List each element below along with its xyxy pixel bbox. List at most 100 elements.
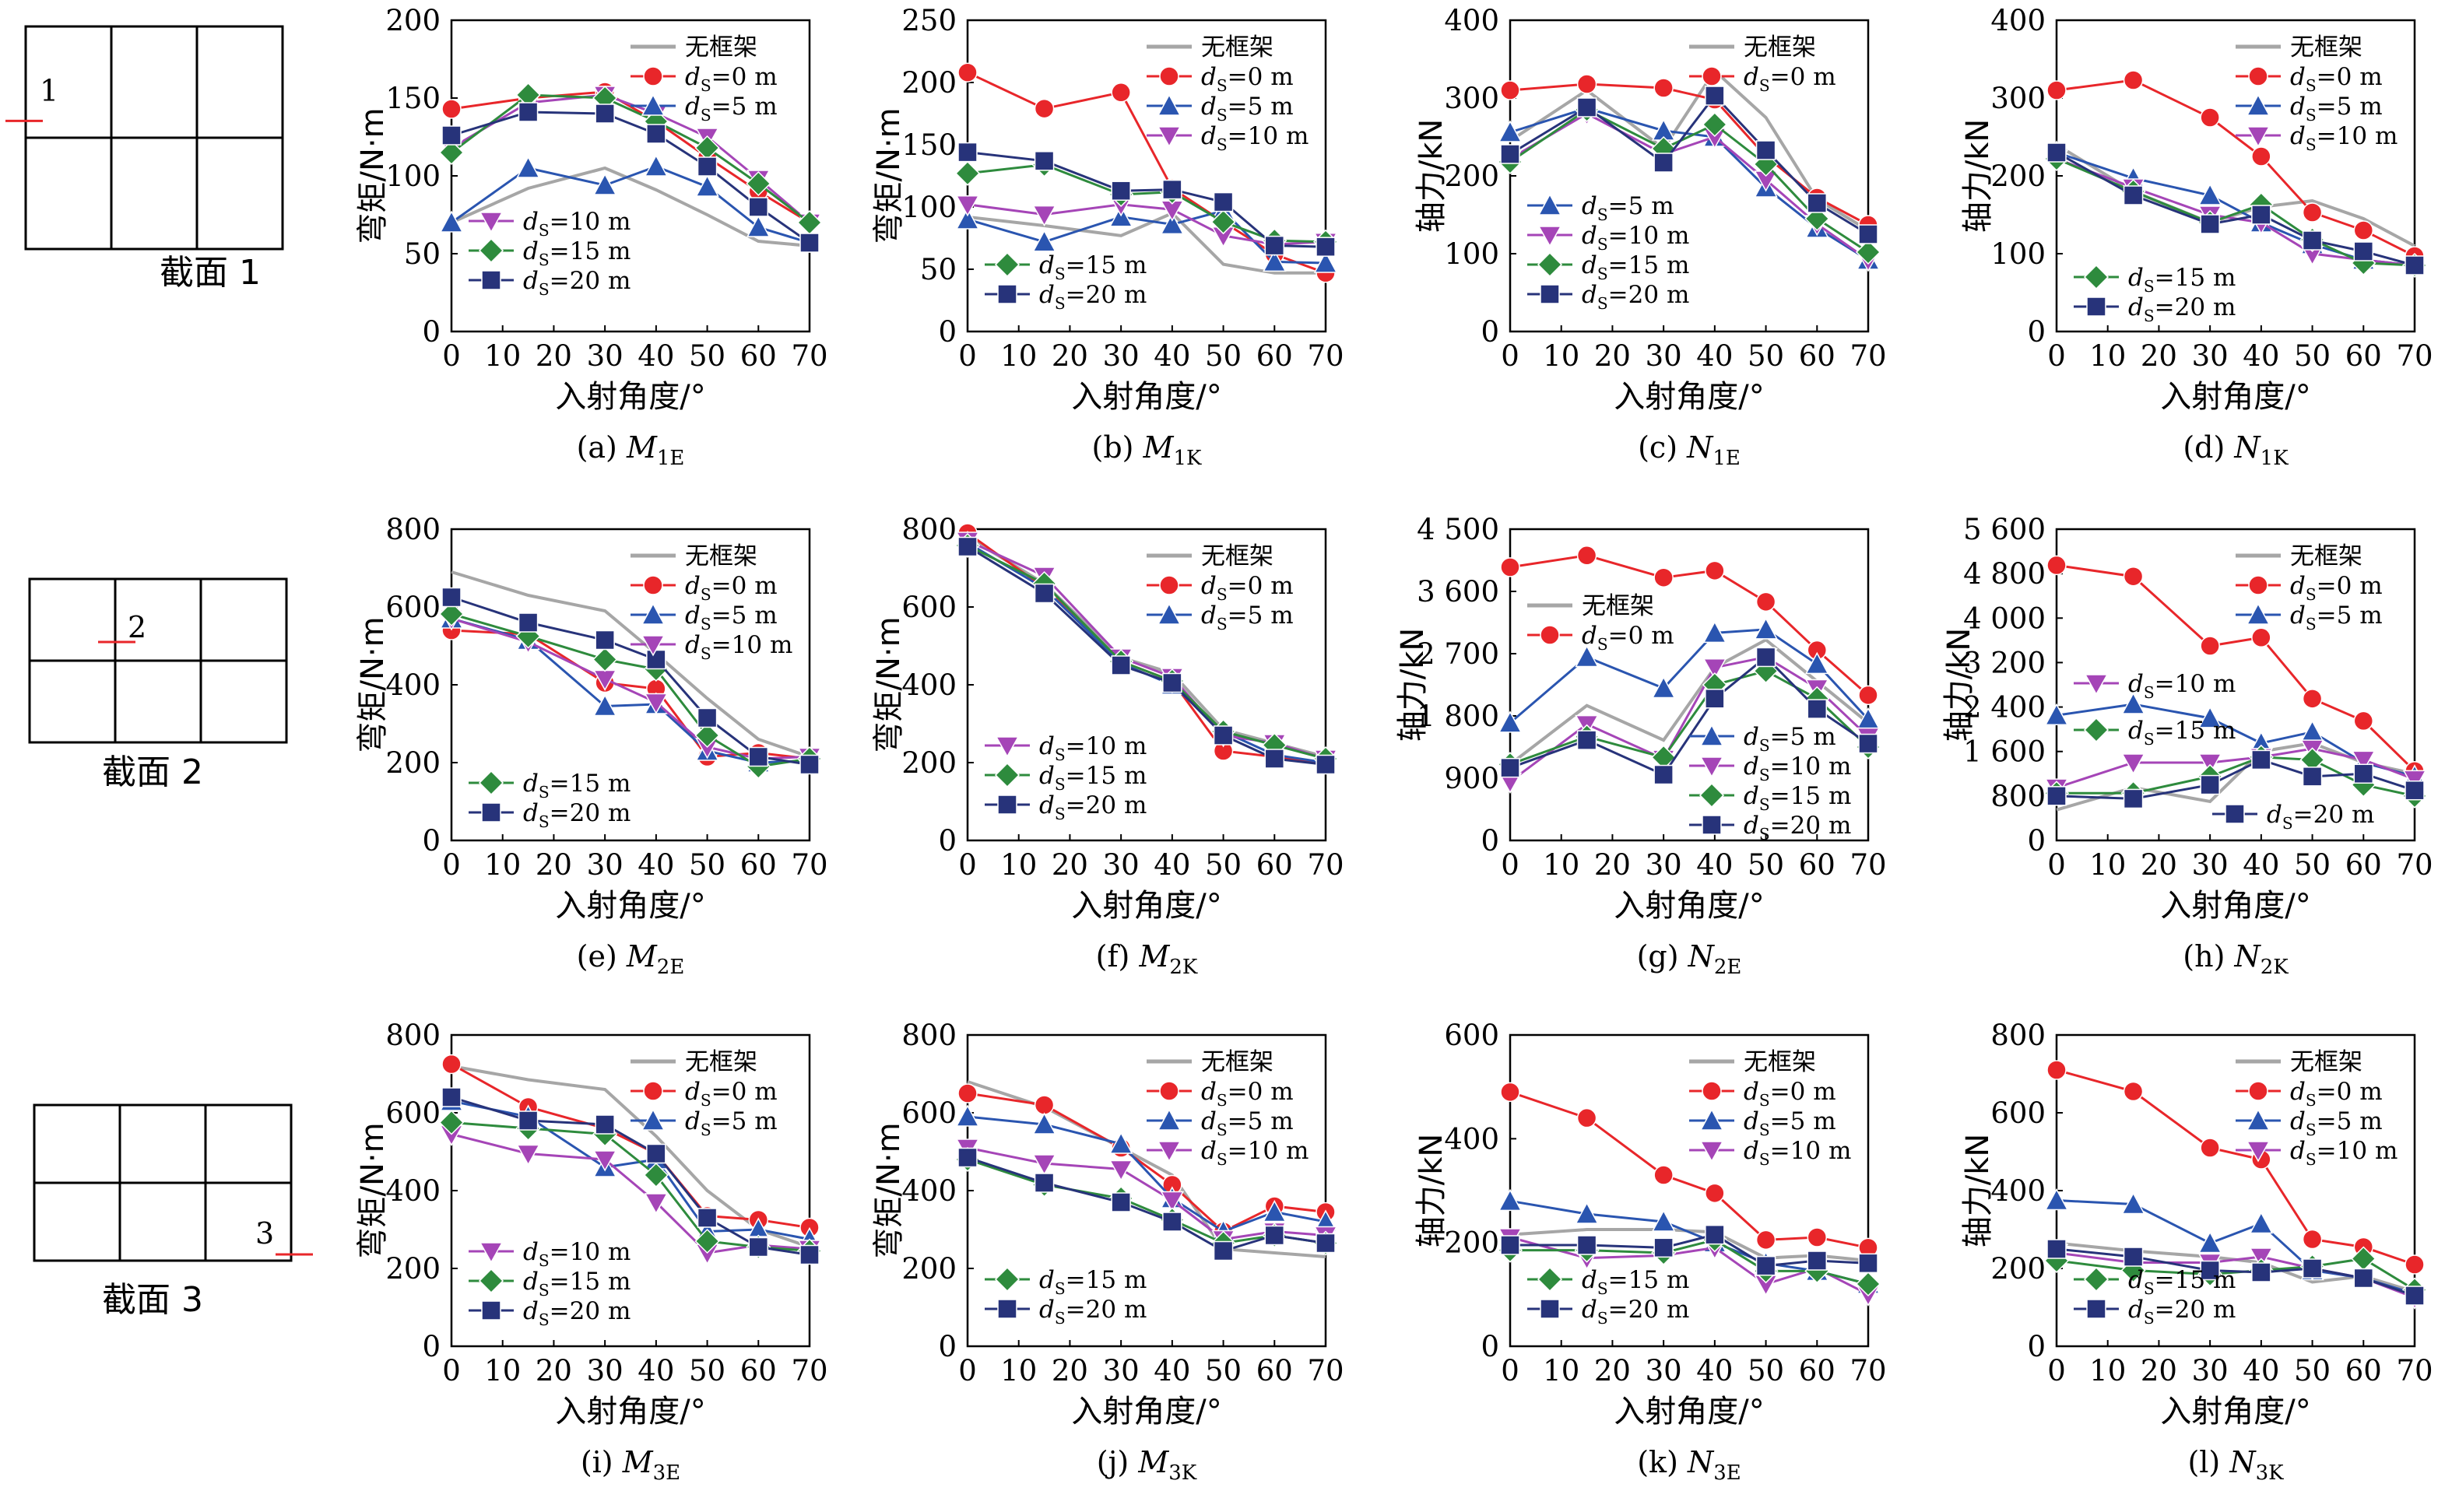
data-point-d20 <box>1213 191 1234 212</box>
x-tick-label: 10 <box>1543 1354 1579 1387</box>
legend-label-d15: dS=15 m <box>1039 762 1147 794</box>
data-point-d20 <box>1264 749 1285 769</box>
data-point-d20 <box>697 156 718 177</box>
legend-label-d15: dS=15 m <box>523 1268 631 1300</box>
x-tick-label: 0 <box>1501 339 1519 373</box>
data-point-d20 <box>1576 730 1597 750</box>
data-point-d20 <box>595 103 615 124</box>
x-tick-label: 50 <box>2294 1354 2331 1387</box>
legend-value-d0: =0 m <box>1228 572 1294 600</box>
data-point-d20 <box>2046 786 2067 806</box>
legend-item-d20: dS=20 m <box>1689 812 1851 844</box>
legend-value-d5: =5 m <box>2317 602 2383 630</box>
legend-label-d15: dS=15 m <box>2128 717 2236 749</box>
x-tick-label: 50 <box>689 1354 725 1387</box>
section-diagram-1: 1 截面 1 <box>5 25 284 293</box>
legend-label-noframe: 无框架 <box>1744 1048 1816 1076</box>
legend-value-d20: =20 m <box>1770 812 1852 840</box>
legend-label-d5: dS=5 m <box>1744 1107 1836 1139</box>
data-point-d5 <box>2121 1191 2145 1215</box>
legend-label-d20: dS=20 m <box>2267 801 2374 833</box>
data-point-d20 <box>1755 1255 1776 1276</box>
legend-ds-symbol: d <box>1201 602 1217 630</box>
legend-ds-symbol: d <box>2290 572 2306 600</box>
legend-marker-d10 <box>1699 756 1724 778</box>
series-d0 <box>1500 1082 1878 1258</box>
data-point-d10 <box>592 1150 617 1172</box>
legend-item-d20: dS=20 m <box>2074 293 2236 325</box>
data-point-d5 <box>1754 617 1778 640</box>
legend-ds-sub: S <box>701 615 711 633</box>
legend-item-d0: dS=0 m <box>631 63 778 95</box>
y-axis-label: 轴力/kN <box>1395 628 1431 742</box>
legend-item-d0: dS=0 m <box>1147 63 1294 95</box>
y-tick-label: 200 <box>385 4 441 37</box>
legend-marker-d5 <box>641 1108 666 1131</box>
data-point-d0 <box>2046 80 2067 100</box>
x-tick-label: 10 <box>1543 848 1579 882</box>
legend-item-d20: dS=20 m <box>2212 801 2374 833</box>
caption-sub: 1E <box>1713 447 1741 470</box>
data-point-d15 <box>694 722 720 749</box>
x-tick-label: 60 <box>740 848 777 882</box>
series-d20 <box>957 1147 1336 1261</box>
y-tick-label: 0 <box>422 315 441 349</box>
data-point-d5 <box>1032 230 1056 252</box>
legend-marker-d0 <box>2248 575 2268 595</box>
panel-caption: (k) N3E <box>1637 1445 1741 1485</box>
panel-caption: (i) M3E <box>581 1445 680 1485</box>
panel-caption: (l) N3K <box>2187 1445 2284 1485</box>
data-point-d0 <box>2302 689 2323 709</box>
legend-ds-sub: S <box>1055 1279 1066 1298</box>
legend-ds-symbol: d <box>2290 1107 2306 1135</box>
x-tick-label: 50 <box>1748 339 1784 373</box>
section-caption: 截面 1 <box>160 253 261 293</box>
data-point-d15 <box>746 170 771 197</box>
data-point-d20 <box>1162 672 1182 693</box>
legend-value-d0: =0 m <box>1770 1078 1836 1106</box>
legend-value-d0: =0 m <box>2317 63 2383 91</box>
caption-sub: 3K <box>2256 1461 2285 1485</box>
legend-value-d15: =15 m <box>1608 251 1690 279</box>
data-point-d0 <box>2353 710 2374 731</box>
legend-value-d10: =10 m <box>2155 670 2236 698</box>
data-point-d15 <box>438 1110 465 1135</box>
data-point-d20 <box>1807 699 1828 719</box>
legend-marker-d15 <box>2083 717 2109 743</box>
legend-ds-symbol: d <box>2267 801 2282 829</box>
data-point-d0 <box>2405 1254 2425 1275</box>
data-point-d20 <box>441 1087 462 1107</box>
y-axis-label: 弯矩/N·m <box>871 616 907 752</box>
legend-ds-symbol: d <box>1582 192 1597 220</box>
data-point-d0 <box>2046 555 2067 576</box>
legend-marker-d0 <box>1159 575 1179 595</box>
legend-ds-symbol: d <box>1744 752 1759 781</box>
legend-ds-sub: S <box>1217 76 1228 95</box>
section-position-label: 3 <box>255 1216 274 1251</box>
legend-label-d0: dS=0 m <box>685 63 778 95</box>
x-tick-label: 0 <box>442 848 461 882</box>
x-tick-label: 0 <box>1501 1354 1519 1387</box>
data-point-d0 <box>1500 557 1520 577</box>
data-point-d20 <box>748 1237 769 1258</box>
legend-item-d0: dS=0 m <box>1689 63 1836 95</box>
legend-ds-symbol: d <box>1582 281 1597 309</box>
x-tick-label: 50 <box>1205 848 1242 882</box>
x-tick-label: 70 <box>1850 1354 1886 1387</box>
legend-marker-d0 <box>643 1081 663 1101</box>
legend-ds-sub: S <box>701 76 711 95</box>
legend-label-d15: dS=15 m <box>2128 264 2236 296</box>
legend-label-d10: dS=10 m <box>523 1238 631 1270</box>
x-tick-label: 30 <box>2192 848 2229 882</box>
legend-marker-d5 <box>1699 724 1724 746</box>
y-tick-label: 0 <box>1481 824 1499 858</box>
caption-symbol: M <box>1137 1445 1169 1479</box>
legend-ds-sub: S <box>539 1281 550 1300</box>
legend-ds-symbol: d <box>2128 670 2144 698</box>
legend-label-d0: dS=0 m <box>1201 63 1294 95</box>
caption-symbol: N <box>2229 1445 2257 1479</box>
legend-ds-sub: S <box>2282 814 2293 833</box>
x-tick-label: 40 <box>638 339 674 373</box>
legend-value-d0: =0 m <box>2317 1078 2383 1106</box>
